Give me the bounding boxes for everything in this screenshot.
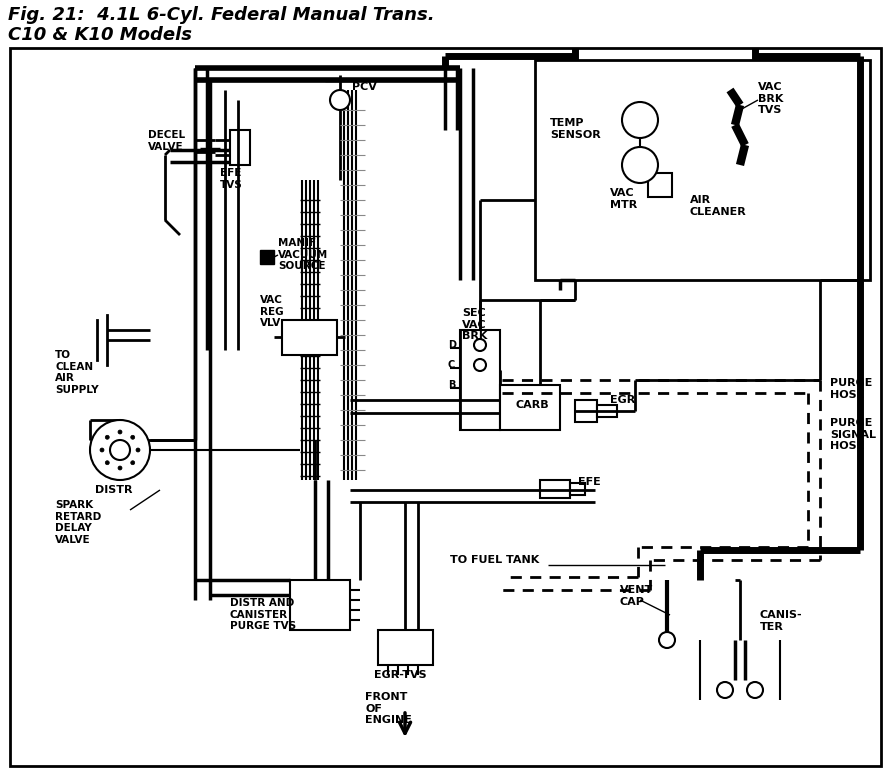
- Text: PCV: PCV: [352, 82, 377, 92]
- Bar: [460, 330, 500, 430]
- Text: DECEL
VALVE: DECEL VALVE: [148, 130, 185, 151]
- Text: VAC
REG
VLV: VAC REG VLV: [260, 295, 283, 328]
- Bar: [282, 320, 337, 355]
- Text: DISTR AND
CANISTER
PURGE TVS: DISTR AND CANISTER PURGE TVS: [230, 598, 296, 631]
- Ellipse shape: [700, 660, 780, 740]
- Text: EFE: EFE: [578, 477, 601, 487]
- Bar: [575, 400, 597, 422]
- Circle shape: [110, 440, 130, 460]
- Text: EFE
TVS: EFE TVS: [220, 168, 242, 189]
- Bar: [260, 250, 274, 264]
- Text: VAC
BRK
TVS: VAC BRK TVS: [758, 82, 783, 115]
- Text: EGR-TVS: EGR-TVS: [374, 670, 427, 680]
- Text: FRONT
OF
ENGINE: FRONT OF ENGINE: [365, 692, 412, 726]
- Bar: [500, 385, 560, 430]
- Circle shape: [105, 461, 110, 465]
- Circle shape: [622, 147, 658, 183]
- Text: C10 & K10 Models: C10 & K10 Models: [8, 26, 192, 44]
- Bar: [535, 60, 870, 280]
- Circle shape: [474, 339, 486, 351]
- Circle shape: [90, 420, 150, 480]
- Circle shape: [118, 466, 122, 470]
- Polygon shape: [646, 171, 674, 199]
- Text: CANIS-
TER: CANIS- TER: [760, 610, 803, 632]
- Text: PURGE
SIGNAL
HOSE: PURGE SIGNAL HOSE: [830, 418, 876, 451]
- Circle shape: [131, 461, 135, 465]
- Circle shape: [105, 435, 110, 439]
- Circle shape: [330, 90, 350, 110]
- Text: D: D: [448, 340, 456, 350]
- Text: EGR: EGR: [610, 395, 635, 405]
- Bar: [648, 173, 672, 197]
- Text: TO FUEL TANK: TO FUEL TANK: [450, 555, 539, 565]
- Text: TEMP
SENSOR: TEMP SENSOR: [550, 118, 601, 140]
- Text: AIR
CLEANER: AIR CLEANER: [690, 195, 747, 217]
- Circle shape: [659, 632, 675, 648]
- Text: C: C: [448, 360, 455, 370]
- Circle shape: [474, 359, 486, 371]
- Bar: [230, 130, 250, 165]
- Circle shape: [100, 448, 104, 452]
- Text: VAC
MTR: VAC MTR: [610, 188, 637, 210]
- Bar: [378, 630, 433, 665]
- Circle shape: [717, 682, 733, 698]
- Bar: [290, 580, 350, 630]
- Circle shape: [136, 448, 140, 452]
- Bar: [540, 480, 570, 498]
- Text: Fig. 21:  4.1L 6-Cyl. Federal Manual Trans.: Fig. 21: 4.1L 6-Cyl. Federal Manual Tran…: [8, 6, 435, 24]
- Text: VENT
CAP: VENT CAP: [620, 585, 653, 607]
- Text: PURGE
HOSE: PURGE HOSE: [830, 378, 872, 400]
- Circle shape: [622, 102, 658, 138]
- Bar: [597, 405, 617, 417]
- Text: B: B: [448, 380, 455, 390]
- Text: SEC
VAC
BRK: SEC VAC BRK: [462, 308, 487, 341]
- Text: TO
CLEAN
AIR
SUPPLY: TO CLEAN AIR SUPPLY: [55, 350, 99, 395]
- Text: CARB: CARB: [515, 400, 549, 410]
- Circle shape: [118, 430, 122, 434]
- Text: DISTR: DISTR: [95, 485, 133, 495]
- Circle shape: [747, 682, 763, 698]
- Text: MANIF
VACUUM
SOURCE: MANIF VACUUM SOURCE: [278, 238, 328, 271]
- Circle shape: [131, 435, 135, 439]
- Text: SPARK
RETARD
DELAY
VALVE: SPARK RETARD DELAY VALVE: [55, 500, 102, 545]
- Bar: [570, 483, 585, 495]
